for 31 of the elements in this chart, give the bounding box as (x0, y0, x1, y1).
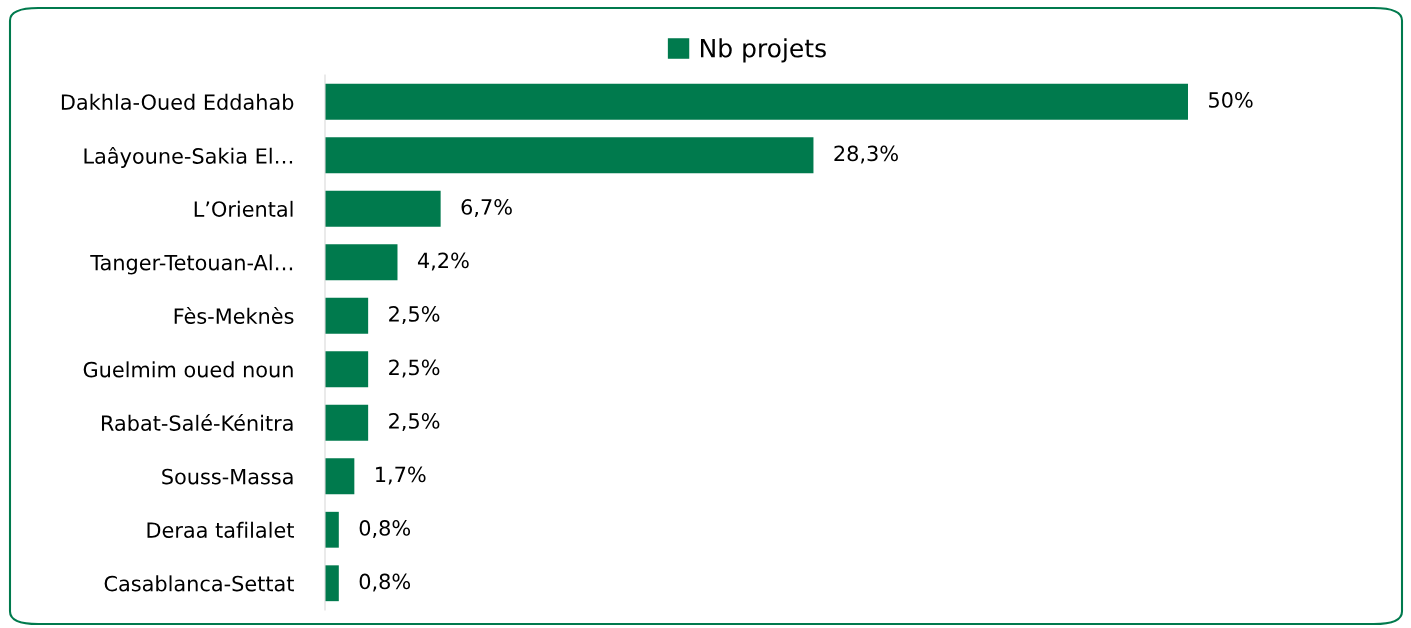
bar (325, 511, 339, 548)
y-tick-label: L’Oriental (194, 200, 293, 217)
bar (325, 351, 369, 388)
bar (325, 244, 398, 281)
bar (325, 565, 339, 602)
bar (325, 297, 369, 334)
y-tick-label: Guelmim oued noun (83, 361, 293, 378)
bar (325, 190, 441, 227)
bar (325, 83, 1188, 120)
y-tick-label: Rabat-Salé-Kénitra (101, 414, 293, 431)
data-label: 6,7% (461, 199, 512, 217)
y-tick-label: Laâyoune-Sakia El… (84, 146, 293, 168)
y-tick-label: Tanger-Tetouan-Al… (90, 254, 293, 275)
legend-label: Nb projets (701, 38, 826, 63)
data-label: 50% (1209, 92, 1253, 108)
data-label: 2,5% (389, 413, 440, 431)
y-tick-label: Casablanca-Settat (104, 575, 294, 592)
bar (325, 404, 369, 441)
bar (325, 137, 814, 174)
y-tick-label: Souss-Massa (162, 468, 293, 485)
data-label: 0,8% (359, 520, 411, 538)
data-label: 2,5% (389, 359, 440, 378)
y-tick-label: Fès-Meknès (174, 307, 294, 324)
y-tick-label: Dakhla-Oued Eddahab (61, 93, 294, 110)
data-label: 28,3% (834, 145, 898, 164)
y-tick-label: Deraa tafilalet (147, 521, 294, 538)
data-label: 4,2% (417, 252, 469, 271)
data-label: 0,8% (359, 573, 411, 592)
data-label: 1,7% (376, 466, 426, 485)
data-label: 2,5% (389, 306, 440, 324)
bar (325, 458, 355, 495)
